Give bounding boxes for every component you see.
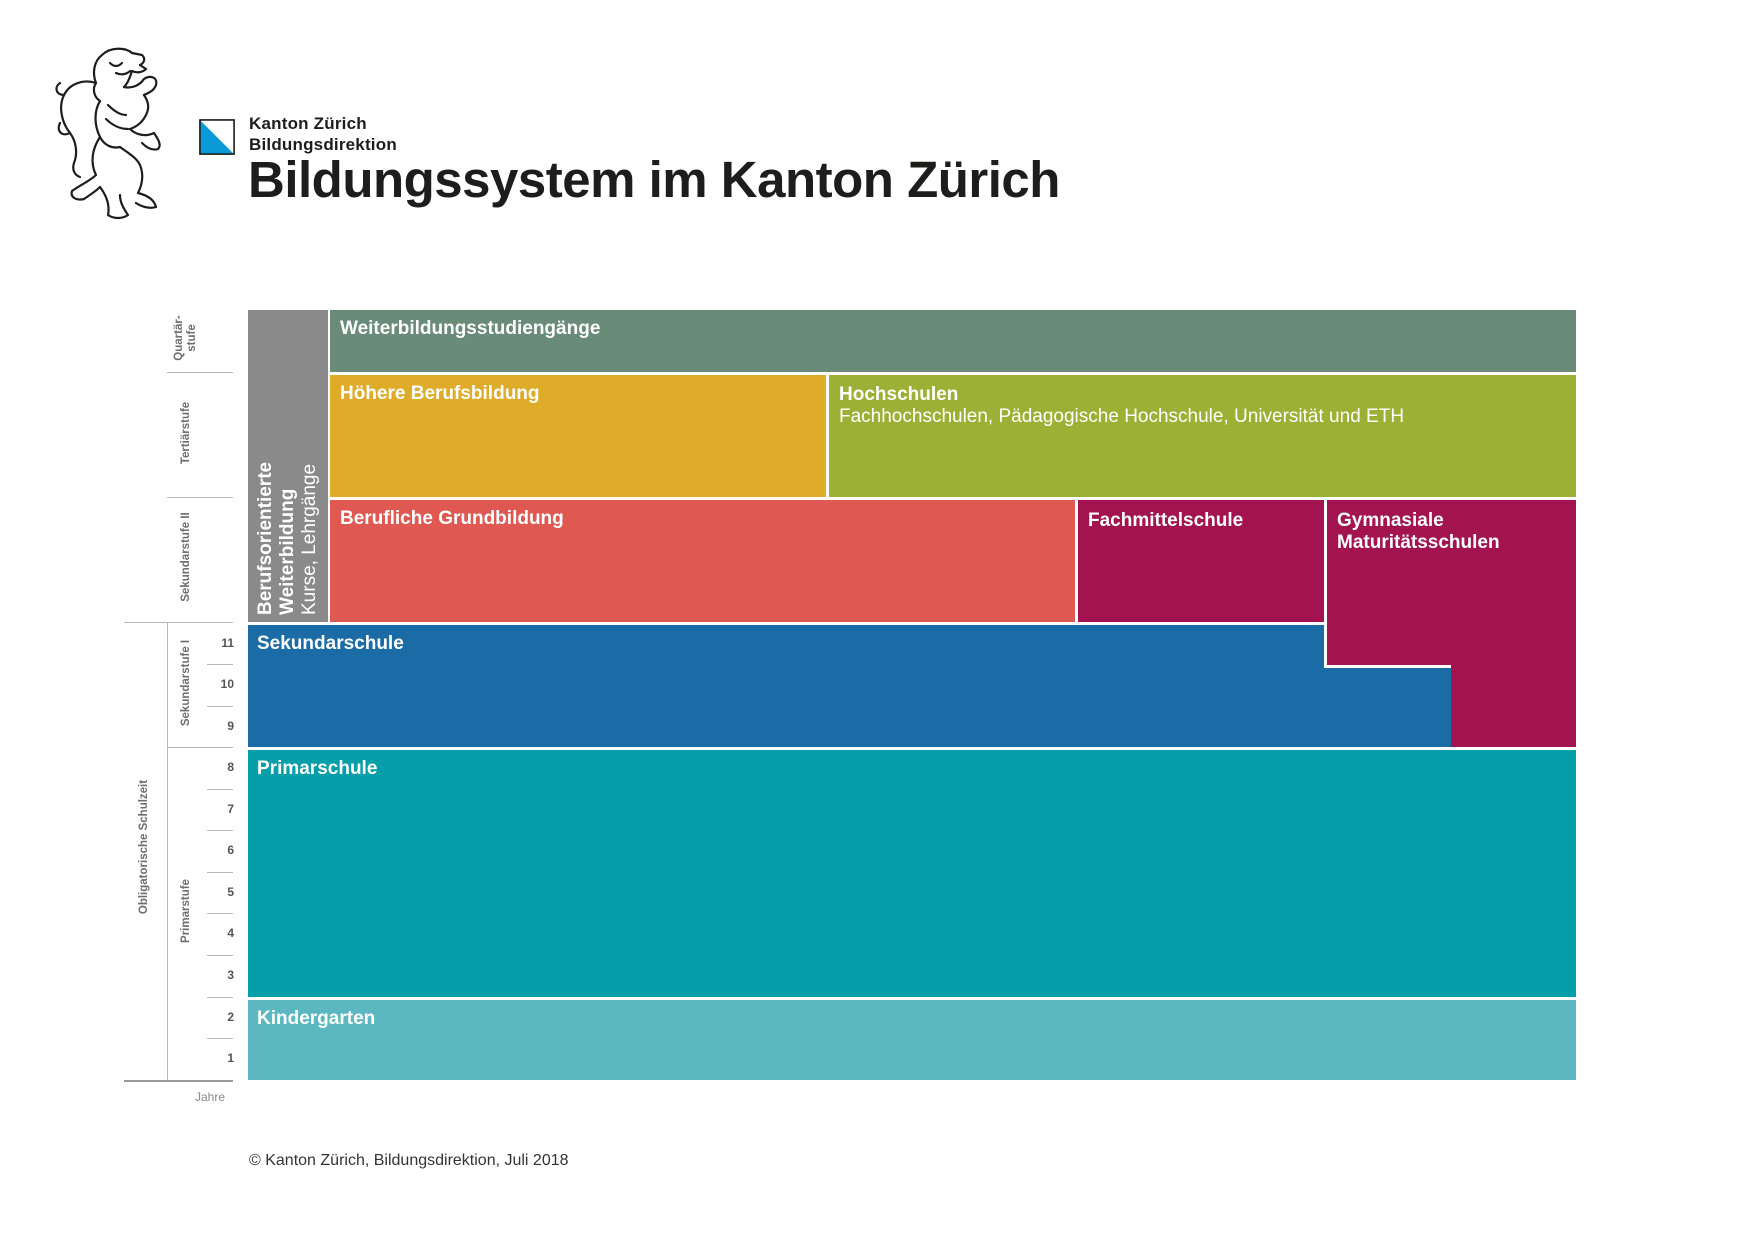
year-tick bbox=[207, 913, 233, 914]
year-label: 5 bbox=[227, 885, 234, 899]
block-hochschulen: Hochschulen Fachhochschulen, Pädagogisch… bbox=[829, 375, 1576, 497]
block-fachmittelschule: Fachmittelschule bbox=[1078, 500, 1324, 622]
divider-sek2 bbox=[124, 622, 233, 623]
block-gymnasiale-shape bbox=[1327, 500, 1576, 747]
stage-label-sek2: Sekundarstufe II bbox=[180, 512, 192, 602]
stage-label-primar: Primarstufe bbox=[180, 879, 192, 943]
year-label: 1 bbox=[227, 1051, 234, 1065]
block-berufsorientierte-weiterbildung: Berufsorientierte Weiterbildung Kurse, L… bbox=[248, 310, 328, 622]
copyright-footer: © Kanton Zürich, Bildungsdirektion, Juli… bbox=[249, 1152, 569, 1169]
divider-tertiaer bbox=[167, 497, 233, 498]
year-tick bbox=[207, 830, 233, 831]
axis-baseline bbox=[124, 1080, 233, 1082]
year-tick bbox=[207, 706, 233, 707]
org-department: Bildungsdirektion bbox=[249, 135, 397, 154]
stage-label-obligatorisch: Obligatorische Schulzeit bbox=[138, 779, 150, 915]
stage-label-tertiaer: Tertiärstufe bbox=[180, 401, 192, 465]
year-tick bbox=[207, 997, 233, 998]
block-gymnasiale-maturitaetsschulen: Gymnasiale Maturitätsschulen bbox=[1337, 510, 1500, 553]
divider-sek1 bbox=[167, 747, 233, 748]
stage-label-quartaer: Quartär-stufe bbox=[173, 315, 198, 361]
year-tick bbox=[207, 789, 233, 790]
zurich-flag-icon bbox=[199, 119, 235, 155]
year-label: 9 bbox=[227, 719, 234, 733]
block-hoehere-berufsbildung: Höhere Berufsbildung bbox=[330, 375, 826, 497]
year-tick bbox=[207, 1038, 233, 1039]
divider-quartaer bbox=[167, 372, 233, 373]
year-label: 3 bbox=[227, 968, 234, 982]
year-label: 6 bbox=[227, 843, 234, 857]
block-weiterbildungsstudiengaenge: Weiterbildungsstudiengänge bbox=[330, 310, 1576, 372]
year-label: 8 bbox=[227, 760, 234, 774]
block-primarschule: Primarschule bbox=[248, 750, 1576, 997]
year-label: 2 bbox=[227, 1010, 234, 1024]
page-title: Bildungssystem im Kanton Zürich bbox=[248, 151, 1060, 208]
stage-label-sek1: Sekundarstufe I bbox=[180, 639, 192, 727]
block-berufliche-grundbildung: Berufliche Grundbildung bbox=[330, 500, 1075, 622]
block-sekundarschule-extension bbox=[1324, 668, 1451, 747]
year-tick bbox=[207, 955, 233, 956]
org-name: Kanton Zürich bbox=[249, 114, 367, 133]
block-sekundarschule: Sekundarschule bbox=[248, 625, 1324, 747]
berufsorientierte-label: Berufsorientierte Weiterbildung Kurse, L… bbox=[255, 461, 320, 615]
years-axis-label: Jahre bbox=[195, 1090, 226, 1104]
zurich-lion-icon bbox=[55, 47, 161, 220]
year-tick bbox=[207, 664, 233, 665]
year-label: 7 bbox=[227, 802, 234, 816]
year-label: 4 bbox=[227, 926, 234, 940]
year-label: 11 bbox=[221, 636, 234, 650]
year-label: 10 bbox=[220, 677, 234, 691]
block-kindergarten: Kindergarten bbox=[248, 1000, 1576, 1080]
axis-stage-line bbox=[167, 622, 168, 1080]
year-tick bbox=[207, 872, 233, 873]
